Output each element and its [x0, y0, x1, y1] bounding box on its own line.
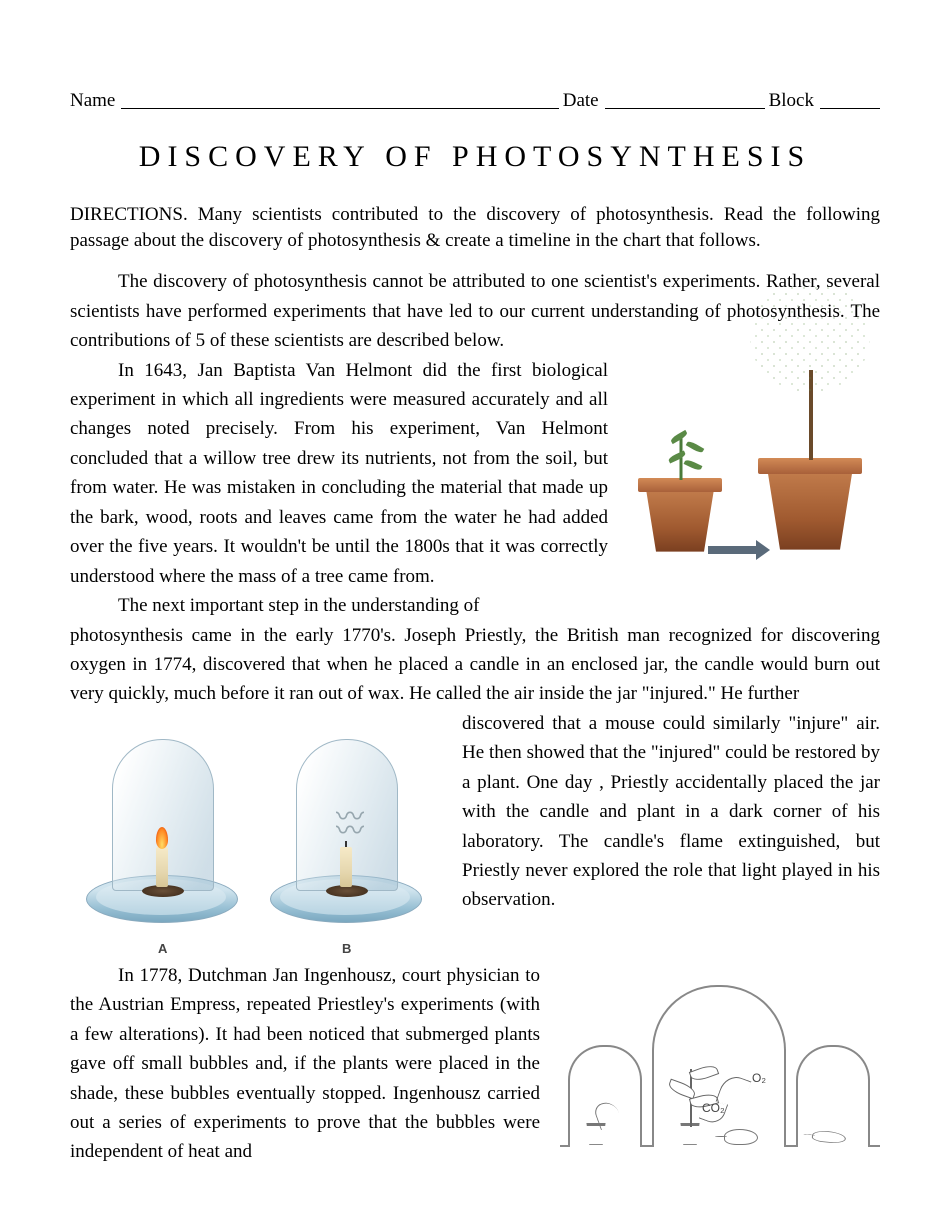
worksheet-page: Name Date Block DISCOVERY OF PHOTOSYNTHE… [0, 0, 950, 1230]
directions-text: DIRECTIONS. Many scientists contributed … [70, 202, 880, 253]
figure-bell-jars: A 〰〰 B [70, 715, 440, 955]
block-label: Block [769, 90, 814, 112]
page-title: DISCOVERY OF PHOTOSYNTHESIS [70, 140, 880, 174]
name-blank[interactable] [121, 108, 558, 109]
name-label: Name [70, 90, 115, 112]
jar-a-label: A [158, 941, 167, 956]
paragraph-priestly-cont: photosynthesis came in the early 1770's.… [70, 621, 880, 709]
header-fill-line: Name Date Block [70, 90, 880, 112]
figure-willow-pots [630, 360, 880, 570]
paragraph-priestly-lead: The next important step in the understan… [70, 591, 880, 620]
o2-label: O₂ [752, 1071, 766, 1085]
flame-icon [156, 827, 168, 849]
smoke-icon: 〰〰 [336, 811, 358, 849]
date-label: Date [563, 90, 599, 112]
figure-ingenhousz-experiment: O₂ CO₂ [560, 969, 880, 1159]
jar-b-label: B [342, 941, 351, 956]
date-blank[interactable] [605, 108, 765, 109]
block-blank[interactable] [820, 108, 880, 109]
mouse-icon [724, 1129, 758, 1145]
co2-label: CO₂ [702, 1101, 725, 1115]
growth-arrow-icon [708, 546, 758, 554]
